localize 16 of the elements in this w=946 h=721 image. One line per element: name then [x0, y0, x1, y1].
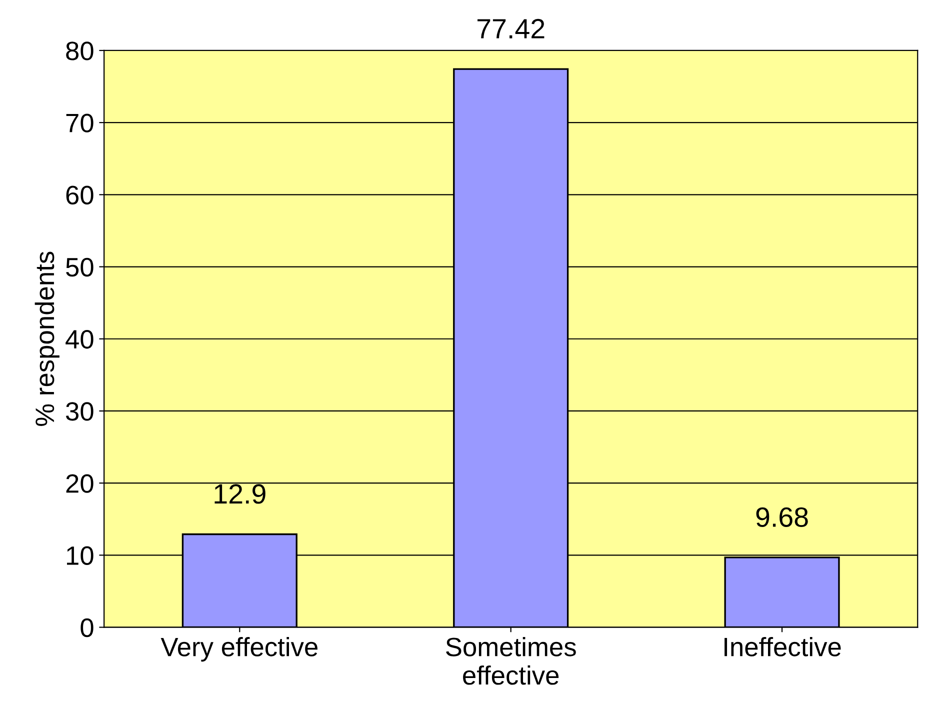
y-axis-title: % respondents	[34, 252, 60, 426]
data-label: 9.68	[756, 507, 808, 527]
data-label: 12.9	[214, 484, 266, 504]
y-tick-label: 40	[66, 330, 94, 349]
x-tick-label: Very effective	[160, 636, 318, 662]
y-tick-label: 20	[66, 474, 94, 493]
y-tick-label: 50	[66, 258, 94, 277]
x-tick-label: Sometimes effective	[446, 636, 576, 685]
y-tick-label: 70	[66, 114, 94, 132]
y-tick-label: 80	[66, 42, 94, 60]
y-tick-label: 10	[67, 546, 94, 565]
data-label: 77.42	[478, 18, 544, 38]
y-tick-label: 30	[66, 402, 94, 421]
x-tick-label: Ineffective	[724, 636, 841, 656]
y-tick-label: 0	[80, 618, 94, 638]
y-tick-label: 60	[66, 186, 94, 204]
